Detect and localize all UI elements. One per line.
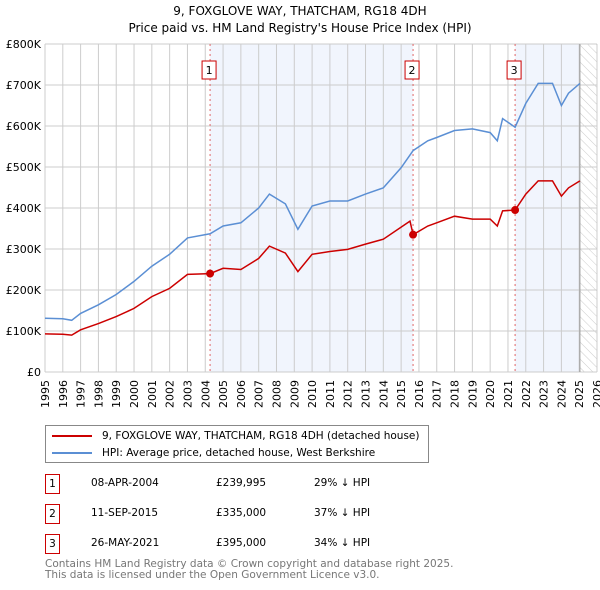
x-tick-label: 2022: [520, 380, 533, 408]
sale-date: 08-APR-2004: [91, 477, 159, 489]
x-tick-label: 2012: [342, 380, 355, 408]
sale-row: 3 26-MAY-2021 £395,000 34% ↓ HPI: [45, 534, 445, 554]
sale-label-box: [201, 60, 217, 80]
y-tick-label: £800K: [6, 38, 42, 51]
y-tick-label: £100K: [6, 325, 42, 338]
hpi-line: [44, 82, 581, 322]
sale-price: £239,995: [216, 477, 267, 489]
sale-date: 11-SEP-2015: [91, 507, 159, 519]
sale-point: [206, 269, 215, 278]
x-tick-label: 2000: [128, 380, 141, 408]
x-tick-label: 2009: [288, 380, 301, 408]
y-tick-label: £700K: [6, 79, 42, 92]
sale-row: 2 11-SEP-2015 £335,000 37% ↓ HPI: [45, 504, 445, 524]
y-tick-label: £400K: [6, 202, 42, 215]
x-tick-label: 2021: [502, 380, 515, 408]
x-tick-label: 2026: [591, 380, 600, 408]
x-tick-label: 2019: [466, 380, 479, 408]
x-tick-label: 1999: [110, 380, 123, 408]
x-tick-label: 1997: [75, 380, 88, 408]
sale-row: 1 08-APR-2004 £239,995 29% ↓ HPI: [45, 474, 445, 494]
y-tick-label: £500K: [6, 161, 42, 174]
y-tick-label: £200K: [6, 284, 42, 297]
x-tick-label: 2013: [360, 380, 373, 408]
x-tick-label: 2007: [253, 380, 266, 408]
x-tick-label: 2008: [270, 380, 283, 408]
x-tick-label: 2017: [431, 380, 444, 408]
price-chart: 9, FOXGLOVE WAY, THATCHAM, RG18 4DH Pric…: [6, 4, 600, 408]
sale-label: 1: [206, 64, 213, 77]
sale-number: 2: [45, 504, 60, 524]
x-tick-label: 2011: [324, 380, 337, 408]
sale-number: 1: [45, 474, 60, 494]
x-tick-label: 2016: [413, 380, 426, 408]
sale-point: [511, 206, 520, 215]
x-tick-label: 2010: [306, 380, 319, 408]
x-tick-label: 2023: [538, 380, 551, 408]
sale-price: £395,000: [216, 537, 267, 549]
x-tick-label: 2020: [484, 380, 497, 408]
legend-swatch-blue: [52, 452, 92, 454]
y-tick-label: £300K: [6, 243, 42, 256]
sale-number: 3: [45, 534, 60, 554]
footer: Contains HM Land Registry data © Crown c…: [45, 559, 453, 581]
legend-swatch-red: [52, 435, 92, 437]
x-tick-label: 2004: [199, 380, 212, 408]
legend: 9, FOXGLOVE WAY, THATCHAM, RG18 4DH (det…: [45, 425, 429, 463]
footer-licence: This data is licensed under the Open Gov…: [45, 569, 380, 581]
x-tick-label: 2024: [555, 380, 568, 408]
legend-label: 9, FOXGLOVE WAY, THATCHAM, RG18 4DH (det…: [102, 430, 420, 442]
sale-point: [409, 230, 418, 239]
x-tick-label: 2018: [449, 380, 462, 408]
x-tick-label: 2005: [217, 380, 230, 408]
y-tick-label: £600K: [6, 120, 42, 133]
sale-date: 26-MAY-2021: [91, 537, 160, 549]
legend-label: HPI: Average price, detached house, West…: [102, 447, 376, 459]
sale-price: £335,000: [216, 507, 267, 519]
chart-subtitle: Price paid vs. HM Land Registry's House …: [128, 21, 471, 35]
legend-item-hpi: HPI: Average price, detached house, West…: [52, 445, 375, 461]
sale-hpi-diff: 29% ↓ HPI: [314, 477, 371, 489]
legend-item-property: 9, FOXGLOVE WAY, THATCHAM, RG18 4DH (det…: [52, 428, 419, 444]
x-tick-label: 2003: [181, 380, 194, 408]
x-tick-label: 1995: [39, 380, 52, 408]
footer-copyright: Contains HM Land Registry data © Crown c…: [45, 558, 454, 570]
x-tick-label: 1998: [92, 380, 105, 408]
sale-hpi-diff: 34% ↓ HPI: [314, 537, 371, 549]
y-tick-label: £0: [27, 366, 41, 379]
chart-title: 9, FOXGLOVE WAY, THATCHAM, RG18 4DH: [173, 4, 426, 18]
x-tick-label: 1996: [57, 380, 70, 408]
sale-label-box: [404, 60, 420, 80]
x-tick-label: 2001: [146, 380, 159, 408]
sale-label: 2: [409, 64, 416, 77]
x-tick-label: 2002: [164, 380, 177, 408]
x-tick-label: 2025: [573, 380, 586, 408]
sale-hpi-diff: 37% ↓ HPI: [314, 507, 371, 519]
sale-label: 3: [511, 64, 518, 77]
sale-label-box: [506, 60, 522, 80]
x-tick-label: 2015: [395, 380, 408, 408]
x-tick-label: 2006: [235, 380, 248, 408]
x-tick-label: 2014: [377, 380, 390, 408]
